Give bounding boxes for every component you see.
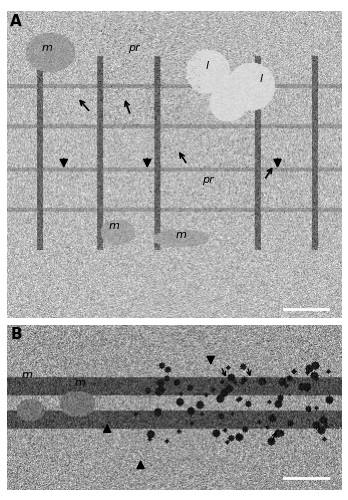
Text: m: m	[22, 370, 32, 380]
Text: pr: pr	[128, 43, 140, 53]
Text: B: B	[10, 326, 22, 342]
Text: m: m	[42, 43, 53, 53]
Text: m: m	[109, 221, 119, 231]
Text: pr: pr	[201, 175, 213, 185]
Text: A: A	[10, 14, 22, 29]
Text: m: m	[75, 378, 86, 388]
Text: l: l	[259, 74, 262, 84]
Text: l: l	[206, 62, 209, 72]
Text: m: m	[175, 230, 186, 240]
